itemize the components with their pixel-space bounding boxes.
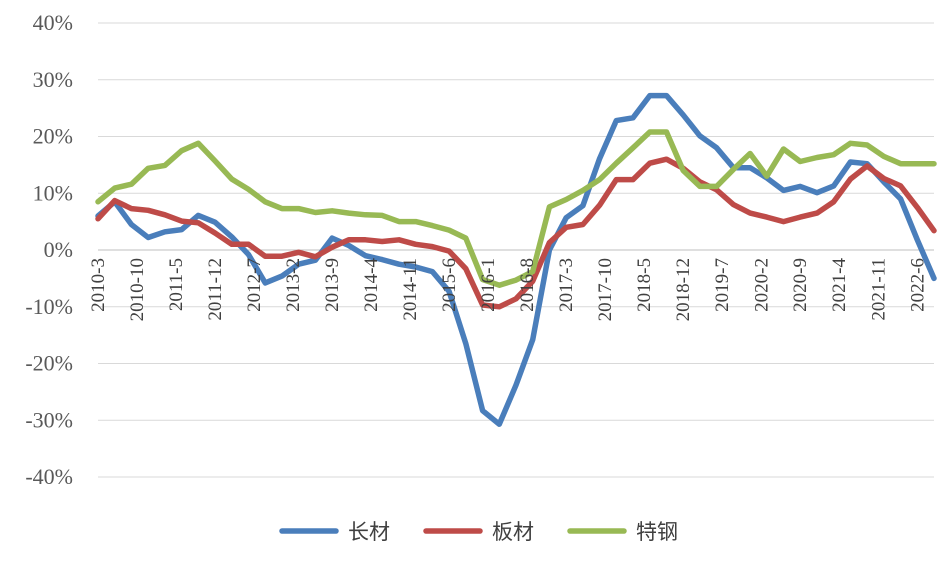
legend-label: 特钢 — [636, 520, 678, 544]
x-tick-label: 2021-11 — [868, 258, 889, 321]
x-tick-label: 2019-7 — [712, 258, 733, 312]
gridlines — [98, 22, 934, 478]
x-tick-label: 2010-10 — [127, 258, 148, 321]
legend-label: 长材 — [348, 520, 390, 544]
series-line-3 — [95, 129, 937, 288]
y-tick-label: -10% — [25, 294, 73, 319]
x-tick-label: 2016-1 — [478, 258, 499, 312]
y-tick-label: 10% — [33, 180, 73, 205]
y-tick-label: 30% — [33, 67, 73, 92]
x-tick-label: 2016-8 — [517, 258, 538, 312]
x-tick-label: 2013-9 — [322, 258, 343, 312]
x-tick-label: 2014-4 — [361, 258, 382, 312]
x-tick-label: 2015-6 — [439, 258, 460, 312]
y-tick-label: -20% — [25, 351, 73, 376]
y-tick-label: 20% — [33, 124, 73, 149]
series-lines — [95, 92, 937, 427]
x-tick-label: 2011-12 — [205, 258, 226, 321]
legend: 长材 板材 特钢 — [279, 520, 678, 544]
x-tick-label: 2021-4 — [829, 258, 850, 312]
y-tick-label: 0% — [44, 237, 73, 262]
x-axis-tick-labels: 2010-3 2010-10 2011-5 2011-12 2012-7 2013-2 20… — [88, 258, 928, 322]
x-tick-label: 2010-3 — [88, 258, 109, 312]
x-tick-label: 2013-2 — [283, 258, 304, 312]
x-tick-label: 2017-10 — [595, 258, 616, 321]
legend-label: 板材 — [492, 520, 534, 544]
y-tick-label: -40% — [25, 464, 73, 489]
x-tick-label: 2014-11 — [400, 258, 421, 321]
y-axis-tick-labels: 40% 30% 20% 10% 0% -10% -20% -30% -40% — [25, 10, 73, 489]
series-line-2 — [95, 156, 937, 310]
x-tick-label: 2018-5 — [634, 258, 655, 312]
x-tick-label: 2018-12 — [673, 258, 694, 321]
y-tick-label: 40% — [33, 10, 73, 35]
y-tick-label: -30% — [25, 407, 73, 432]
x-tick-label: 2017-3 — [556, 258, 577, 312]
x-tick-label: 2020-2 — [751, 258, 772, 312]
x-tick-label: 2022-6 — [907, 258, 928, 312]
x-tick-label: 2020-9 — [790, 258, 811, 312]
x-tick-label: 2012-7 — [244, 258, 265, 312]
x-tick-label: 2011-5 — [166, 258, 187, 311]
